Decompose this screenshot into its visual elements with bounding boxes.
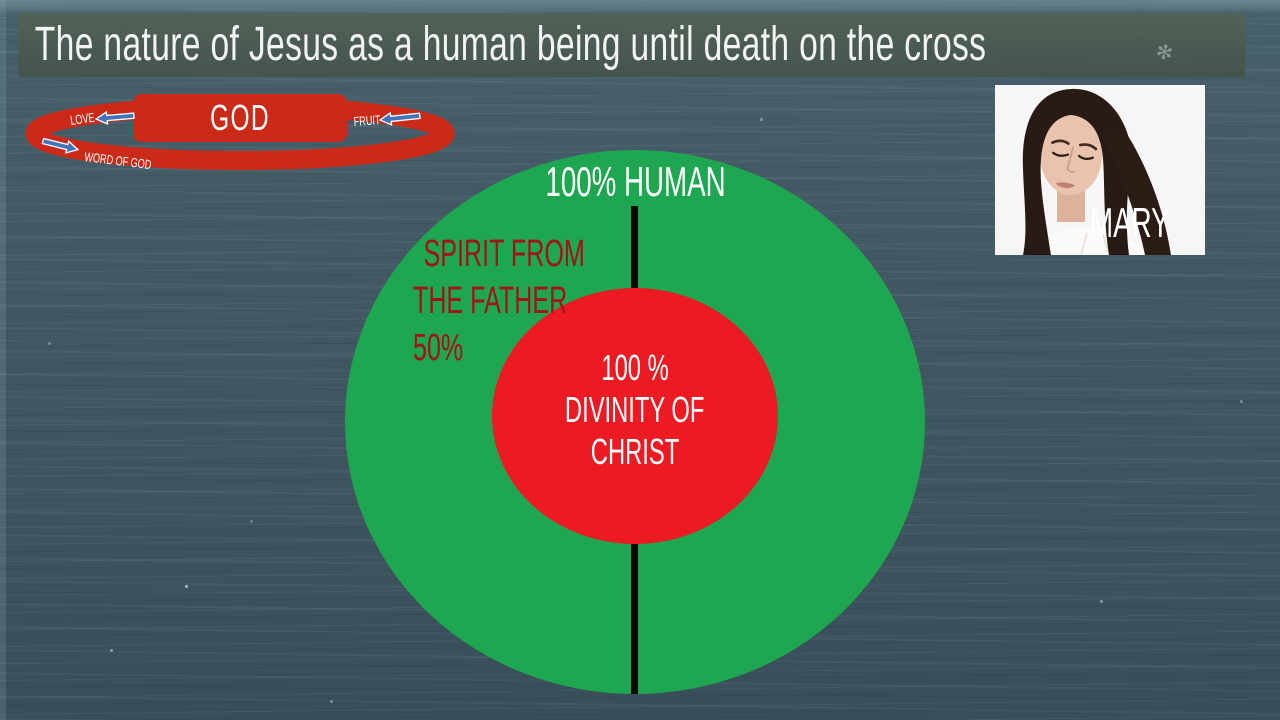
fruit-arrow-icon [378,111,421,126]
portrait-hair [1022,88,1132,255]
divinity-circle [492,288,778,544]
divinity-of-christ-label: 100 % DIVINITY OF CHRIST [565,347,705,472]
title-band: The nature of Jesus as a human being unt… [18,13,1245,77]
love-arrow-icon [94,110,135,126]
god-box [133,94,347,142]
spirit-from-father-label: SPIRIT FROM THE FATHER 50% [413,233,585,369]
word-of-god-arrow-icon [41,137,80,154]
human-percentage-label: 100% HUMAN [545,158,727,205]
god-cycle-diagram: GOD LOVE FRUIT WORD OF GOD [25,94,455,173]
fruit-label: FRUIT [353,114,381,130]
mary-photo: MARY [995,85,1205,255]
divider-line-bottom [631,543,638,694]
god-label: GOD [210,97,270,138]
mary-caption: MARY [1090,199,1170,246]
portrait-hair-strand [1103,131,1171,255]
woman-portrait [995,85,1205,255]
love-label: LOVE [70,111,96,128]
divider-line-top [631,206,638,290]
shirt-folds [1080,232,1110,255]
chalk-specks [185,585,188,588]
slide-title: The nature of Jesus as a human being unt… [34,18,987,71]
portrait-features [1051,139,1098,189]
